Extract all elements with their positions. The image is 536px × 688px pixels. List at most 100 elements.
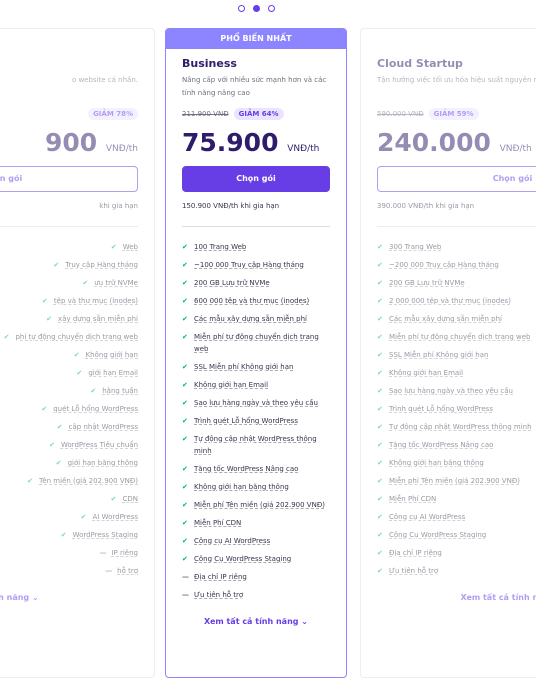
feature-icon: ✔ [56, 423, 63, 431]
feature-item: ✔ Miễn phí tự động chuyển dịch trang web [377, 331, 536, 343]
feature-icon: ✔ [377, 369, 383, 377]
feature-item: ✔ AI WordPress [0, 511, 138, 523]
feature-item: ✔ Không giới hạn băng thông [182, 481, 330, 493]
feature-text: 600 000 tệp và thư mục (inodes) [194, 297, 310, 305]
plan-title: Cloud Startup [377, 57, 463, 70]
price-row: 211.900 VNĐ GIẢM 64% [182, 106, 330, 122]
feature-item: — Ưu tiên hỗ trợ [182, 589, 330, 601]
carousel-dot[interactable] [253, 5, 260, 12]
feature-text: Không giới hạn Email [389, 369, 464, 377]
feature-item: ✔ Miễn Phí CDN [377, 493, 536, 505]
plan-title [0, 57, 138, 71]
feature-icon: ✔ [42, 297, 48, 305]
feature-icon: ✔ [60, 531, 67, 539]
feature-item: ✔ Các mẫu xây dựng sẵn miễn phí [182, 313, 330, 325]
price-row: 590.000 VNĐ GIẢM 59% [377, 106, 536, 122]
feature-item: ✔ ~200 000 Truy cập Hàng tháng [377, 259, 536, 271]
card-body: Cloud Startup Tận hưởng việc tối ưu hóa h… [361, 57, 536, 602]
feature-text: Địa chỉ IP riêng [389, 549, 442, 557]
divider [182, 226, 330, 227]
feature-item: ✔ Miễn phí tự động chuyển dịch trang web [182, 331, 330, 355]
feature-item: ✔ SSL Miễn phí Không giới hạn [377, 349, 536, 361]
feature-text: SSL Miễn phí Không giới hạn [194, 363, 294, 371]
choose-button[interactable]: Chọn gói [0, 166, 138, 192]
feature-item: ✔ Công Cụ WordPress Staging [377, 529, 536, 541]
feature-icon: ✔ [80, 513, 87, 521]
feature-text: 300 Trang Web [389, 243, 442, 251]
feature-item: — IP riêng [0, 547, 138, 559]
feature-text: ~200 000 Truy cập Hàng tháng [389, 261, 499, 269]
feature-icon: ✔ [377, 477, 383, 485]
feature-icon: ✔ [182, 399, 188, 407]
feature-text: Miễn Phí CDN [194, 519, 242, 527]
see-all-link[interactable]: Xem tất cả tính năng ⌄ [460, 593, 536, 602]
plan-description: Tận hưởng việc tối ưu hóa hiệu suất nguy… [377, 76, 536, 84]
feature-icon: ✔ [377, 243, 383, 251]
feature-text: WordPress Staging [72, 531, 138, 539]
feature-icon: ✔ [182, 537, 188, 545]
feature-item: ✔ tệp và thư mục (inodes) [0, 295, 138, 307]
feature-text: quét Lỗ hổng WordPress [53, 405, 138, 413]
feature-icon: ✔ [55, 459, 62, 467]
feature-item: ✔ Sao lưu hàng ngày và theo yêu cầu [377, 385, 536, 397]
feature-text: Trình quét Lỗ hổng WordPress [389, 405, 493, 413]
pricing-card: o website cá nhân. GIẢM 78% 900 VNĐ/th Chọn… [0, 28, 155, 678]
feature-item: ✔ WordPress Staging [0, 529, 138, 541]
see-all-link[interactable]: t cả tính năng ⌄ [0, 593, 39, 602]
feature-item: ✔ Miễn Phí CDN [182, 517, 330, 529]
choose-button[interactable]: Chọn gói [377, 166, 536, 192]
feature-text: Công Cụ WordPress Staging [389, 531, 487, 539]
plan-description: Nâng cấp với nhiều sức mạnh hơn và các t… [182, 76, 327, 97]
choose-button[interactable]: Chọn gói [182, 166, 330, 192]
feature-item: ✔ Công Cụ WordPress Staging [182, 553, 330, 565]
feature-text: Ưu tiên hỗ trợ [194, 591, 244, 599]
carousel-dot[interactable] [268, 5, 275, 12]
carousel-dot[interactable] [238, 5, 245, 12]
card-body: o website cá nhân. GIẢM 78% 900 VNĐ/th Chọn… [0, 57, 154, 602]
feature-icon: ✔ [377, 333, 383, 341]
feature-item: ✔ 200 GB Lưu trữ NVMe [377, 277, 536, 289]
feature-item: ✔ Không giới hạn băng thông [377, 457, 536, 469]
feature-item: ✔ 200 GB Lưu trữ NVMe [182, 277, 330, 289]
feature-item: ✔ Ưu tiên hỗ trợ [377, 565, 536, 577]
feature-text: giới hạn Email [88, 369, 138, 377]
feature-item: — hỗ trợ [0, 565, 138, 577]
feature-icon: ✔ [182, 333, 188, 341]
feature-icon: ✔ [377, 387, 383, 395]
feature-text: Truy cập Hàng tháng [65, 261, 138, 269]
feature-list: ✔ 300 Trang Web ✔ ~200 000 Truy cập Hàng th… [377, 241, 536, 577]
old-price: 211.900 VNĐ [182, 110, 229, 118]
feature-text: 200 GB Lưu trữ NVMe [389, 279, 465, 287]
feature-icon: ✔ [3, 333, 10, 341]
feature-text: Miễn phí tự động chuyển dịch trang web [389, 333, 531, 341]
feature-icon: ✔ [76, 369, 83, 377]
discount-badge: GIẢM 59% [428, 108, 479, 120]
feature-icon: ✔ [377, 549, 383, 557]
feature-icon: — [105, 567, 113, 575]
feature-item: ✔ Tự động cập nhật WordPress thông minh [377, 421, 536, 433]
see-all-link[interactable]: Xem tất cả tính năng ⌄ [203, 617, 308, 626]
feature-text: Không giới hạn [85, 351, 138, 359]
feature-icon: ✔ [182, 555, 188, 563]
feature-icon: ✔ [182, 435, 188, 443]
feature-item: ✔ CDN [0, 493, 138, 505]
feature-icon: — [99, 549, 107, 557]
feature-item: ✔ Tự động cập nhật WordPress thông minh [182, 433, 330, 457]
price: 900 VNĐ/th [0, 128, 138, 160]
price: 240.000 VNĐ/th [377, 128, 536, 160]
feature-icon: ✔ [377, 279, 383, 287]
feature-icon: ✔ [110, 243, 117, 251]
price-unit: VNĐ/th [287, 144, 320, 154]
feature-item: ✔ xây dựng sẵn miễn phí [0, 313, 138, 325]
feature-text: cập nhật WordPress [68, 423, 138, 431]
feature-text: ~100 000 Truy cập Hàng tháng [194, 261, 304, 269]
feature-icon: ✔ [182, 519, 188, 527]
feature-text: Miễn phí Tên miền (giá 202.900 VNĐ) [389, 477, 520, 485]
feature-text: hỗ trợ [117, 567, 138, 575]
feature-icon: ✔ [182, 417, 188, 425]
feature-text: ưu trữ NVMe [94, 279, 138, 287]
feature-item: ✔ Công cụ AI WordPress [377, 511, 536, 523]
feature-text: Tự động cập nhật WordPress thông minh [194, 435, 317, 455]
plan-title: Business [182, 57, 237, 70]
feature-item: ✔ WordPress Tiêu chuẩn [0, 439, 138, 451]
